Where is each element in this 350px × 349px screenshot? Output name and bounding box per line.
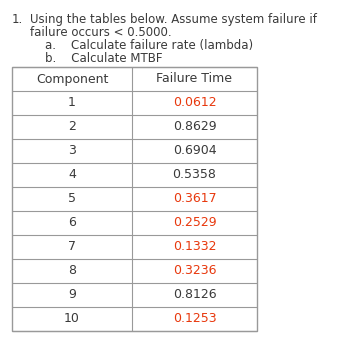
Text: 0.5358: 0.5358 — [173, 169, 216, 181]
Text: Failure Time: Failure Time — [156, 73, 232, 86]
Text: b.    Calculate MTBF: b. Calculate MTBF — [45, 52, 162, 65]
Text: 0.2529: 0.2529 — [173, 216, 216, 230]
Text: 0.0612: 0.0612 — [173, 97, 216, 110]
Text: 8: 8 — [68, 265, 76, 277]
Text: 1.: 1. — [12, 13, 23, 26]
Text: 3: 3 — [68, 144, 76, 157]
Text: a.    Calculate failure rate (lambda): a. Calculate failure rate (lambda) — [45, 39, 253, 52]
Text: 5: 5 — [68, 193, 76, 206]
Text: 6: 6 — [68, 216, 76, 230]
Text: Component: Component — [36, 73, 108, 86]
Text: failure occurs < 0.5000.: failure occurs < 0.5000. — [30, 26, 172, 39]
Bar — [12, 67, 257, 331]
Text: 0.6904: 0.6904 — [173, 144, 216, 157]
Text: 0.8629: 0.8629 — [173, 120, 216, 134]
Text: 1: 1 — [68, 97, 76, 110]
Text: 0.3236: 0.3236 — [173, 265, 216, 277]
Text: 0.3617: 0.3617 — [173, 193, 216, 206]
Text: 10: 10 — [64, 312, 80, 326]
Text: 4: 4 — [68, 169, 76, 181]
Text: 0.8126: 0.8126 — [173, 289, 216, 302]
Text: Using the tables below. Assume system failure if: Using the tables below. Assume system fa… — [30, 13, 317, 26]
Text: 0.1332: 0.1332 — [173, 240, 216, 253]
Text: 9: 9 — [68, 289, 76, 302]
Text: 0.1253: 0.1253 — [173, 312, 216, 326]
Text: 2: 2 — [68, 120, 76, 134]
Text: 7: 7 — [68, 240, 76, 253]
